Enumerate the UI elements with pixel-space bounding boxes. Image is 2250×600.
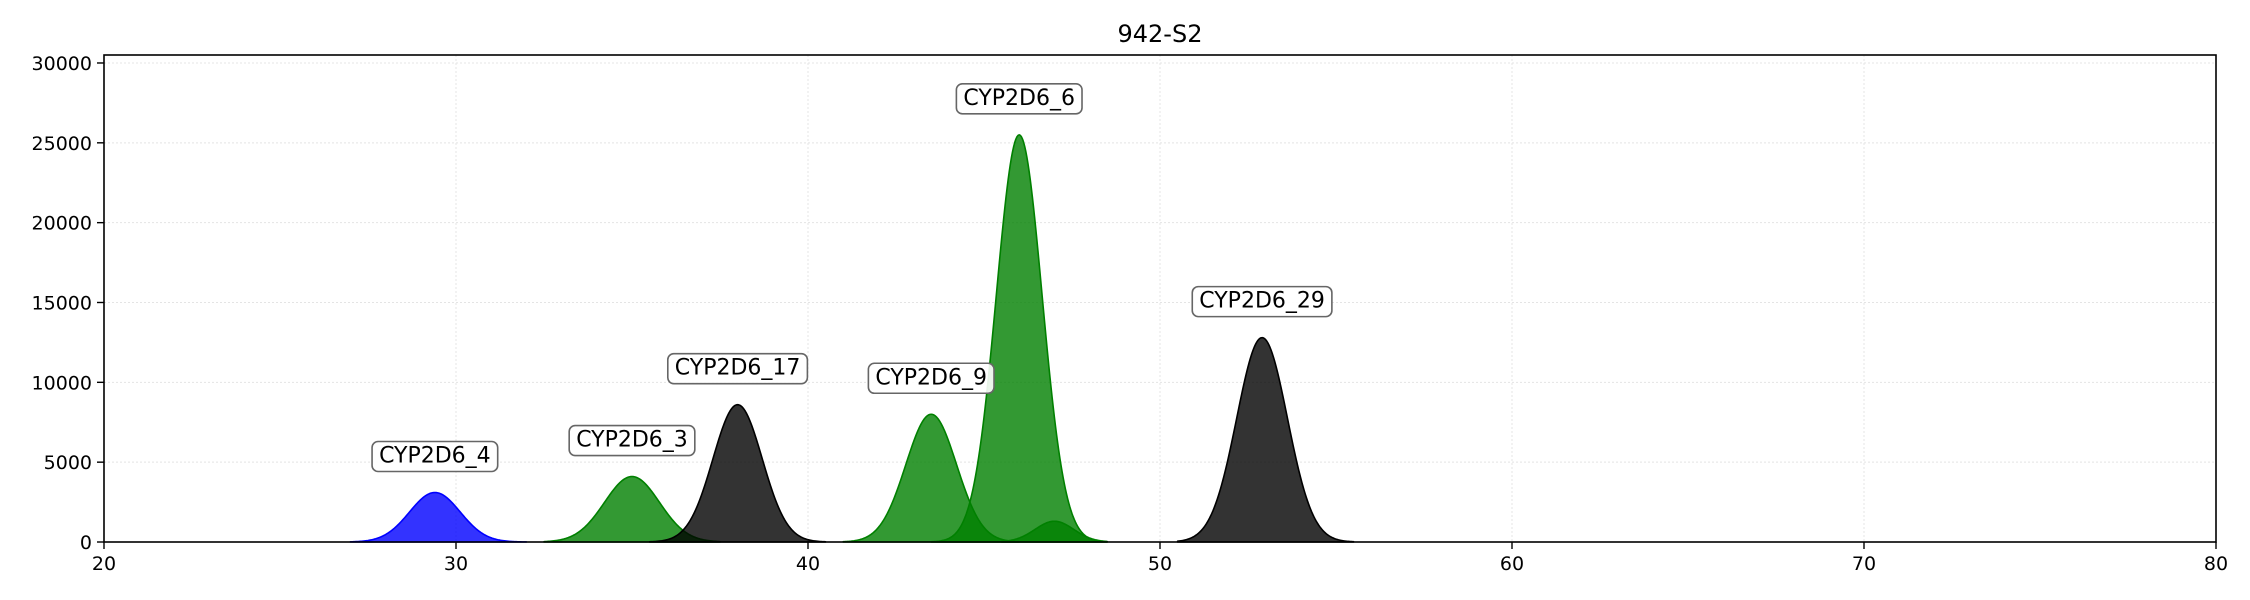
peak-label: CYP2D6_9 bbox=[875, 365, 987, 390]
x-tick-label: 20 bbox=[92, 553, 116, 575]
x-axis: 20 30 40 50 60 70 80 bbox=[92, 542, 2228, 575]
peak-label-box bbox=[867, 362, 995, 395]
y-tick-label: 25000 bbox=[32, 133, 92, 155]
peak-labels: CYP2D6_4 CYP2D6_3 CYP2D6_17 CYP2D6_9 CYP2D6_… bbox=[371, 83, 1333, 473]
x-tick-label: 30 bbox=[444, 553, 468, 575]
x-tick-label: 60 bbox=[1500, 553, 1524, 575]
peak-label-box bbox=[1191, 285, 1333, 318]
y-tick-label: 20000 bbox=[32, 213, 92, 235]
peak-label: CYP2D6_29 bbox=[1199, 289, 1325, 314]
peak-label: CYP2D6_17 bbox=[675, 356, 801, 381]
y-tick-label: 5000 bbox=[44, 452, 92, 474]
peak-label-box bbox=[371, 440, 499, 473]
peak-area bbox=[648, 403, 827, 543]
peak-area bbox=[1176, 336, 1355, 543]
peak-area bbox=[349, 491, 528, 543]
peak-label-box bbox=[666, 352, 809, 385]
y-axis: 0 5000 10000 15000 20000 25000 30000 bbox=[32, 53, 104, 554]
y-tick-label: 30000 bbox=[32, 53, 92, 75]
peak-label: CYP2D6_4 bbox=[379, 444, 491, 469]
peak-label-box bbox=[955, 83, 1083, 115]
y-tick-label: 10000 bbox=[32, 372, 92, 394]
peak-label: CYP2D6_3 bbox=[576, 428, 688, 453]
peaks bbox=[349, 134, 1355, 543]
y-tick-label: 15000 bbox=[32, 292, 92, 314]
peak-area bbox=[1000, 520, 1108, 543]
x-tick-label: 70 bbox=[1852, 553, 1876, 575]
peak-area bbox=[930, 134, 1108, 543]
x-tick-label: 40 bbox=[796, 553, 820, 575]
y-tick-label: 0 bbox=[80, 532, 92, 554]
peak-label: CYP2D6_6 bbox=[963, 86, 1075, 111]
chart-title: 942-S2 bbox=[1118, 20, 1203, 48]
peak-label-box bbox=[568, 424, 696, 457]
x-tick-label: 50 bbox=[1148, 553, 1172, 575]
x-tick-label: 80 bbox=[2204, 553, 2228, 575]
